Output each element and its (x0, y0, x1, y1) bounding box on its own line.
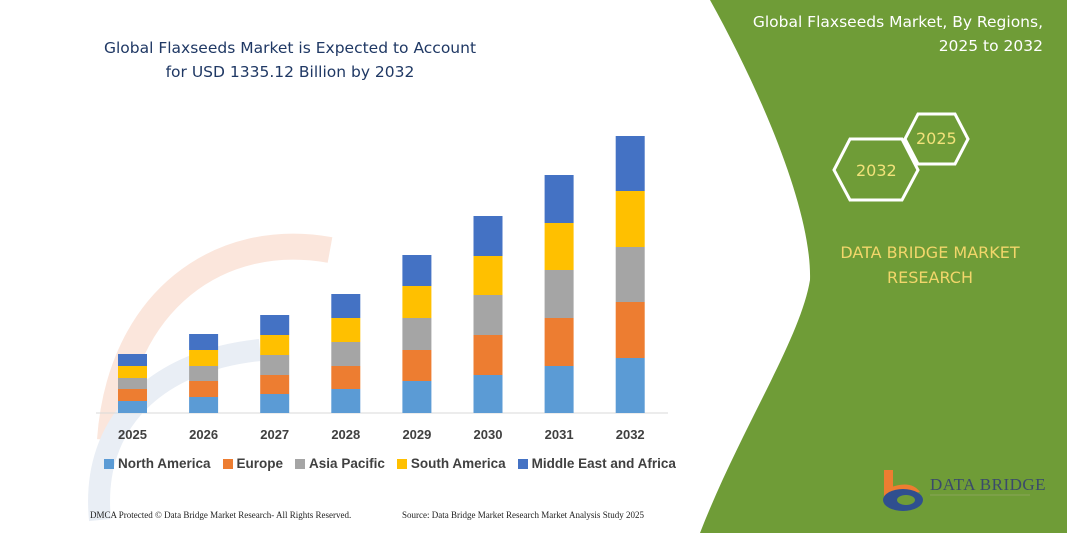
legend-label: Middle East and Africa (531, 456, 676, 471)
chart-title: Global Flaxseeds Market is Expected to A… (103, 39, 477, 81)
legend-swatch (222, 458, 233, 469)
bar-segment-2032-north-america (615, 358, 645, 413)
hex-end-year: 2032 (856, 161, 897, 180)
bar-segment-2026-middle-east-and-africa (189, 334, 219, 350)
bar-segment-2030-europe (473, 335, 503, 375)
bar-segment-2025-north-america (118, 401, 147, 413)
bar-segment-2025-europe (118, 389, 147, 401)
bar-segment-2025-south-america (118, 366, 147, 378)
legend-swatch (104, 458, 114, 469)
bar-segment-2031-south-america (544, 223, 574, 270)
x-tick-label: 2030 (474, 427, 503, 442)
x-tick-label: 2029 (402, 427, 431, 442)
legend: North America Europe Asia Pacific South Ame… (104, 456, 676, 471)
bar-segment-2029-asia-pacific (402, 318, 432, 350)
panel-title: Global Flaxseeds Market, By Regions, 202… (752, 13, 1043, 55)
bar-segment-2026-north-america (189, 397, 219, 413)
bar-segment-2027-asia-pacific (260, 355, 290, 375)
bar-segment-2025-asia-pacific (118, 378, 147, 389)
hex-2025 (903, 112, 970, 166)
bar-segment-2027-europe (260, 375, 290, 394)
legend-item: Middle East and Africa (517, 456, 676, 471)
legend-item: South America (396, 456, 506, 471)
bar-segment-2028-middle-east-and-africa (331, 294, 361, 318)
bar-segment-2029-south-america (402, 286, 432, 318)
bar-segment-2028-europe (331, 366, 361, 389)
legend-item: Europe (222, 456, 284, 471)
bar-segment-2027-middle-east-and-africa (260, 315, 290, 335)
bar-segment-2029-middle-east-and-africa (402, 255, 432, 286)
bar-segment-2031-north-america (544, 366, 574, 413)
x-tick-label: 2027 (260, 427, 289, 442)
bar-segment-2031-asia-pacific (544, 270, 574, 318)
source-note: Source: Data Bridge Market Research Mark… (402, 510, 644, 520)
bar-segment-2027-north-america (260, 394, 290, 413)
bar-segment-2032-middle-east-and-africa (615, 136, 645, 191)
bar-segment-2032-south-america (615, 191, 645, 247)
bar-segment-2027-south-america (260, 335, 290, 355)
bar-segment-2028-south-america (331, 318, 361, 342)
bar-segment-2026-europe (189, 381, 219, 397)
bar-segment-2029-europe (402, 350, 432, 381)
legend-label: Europe (236, 456, 284, 471)
brand-name: DATA BRIDGE MARKET RESEARCH (840, 243, 1020, 287)
legend-label: Asia Pacific (309, 456, 385, 471)
green-panel (700, 0, 1067, 533)
legend-item: Asia Pacific (295, 456, 385, 471)
stacked-bar-chart: 2025 2026 2027 2028 2029 2030 2031 2032 (96, 136, 668, 442)
bar-segment-2029-north-america (402, 381, 432, 413)
bar-segment-2030-middle-east-and-africa (473, 216, 503, 256)
legend-swatch (295, 458, 306, 469)
x-tick-label: 2026 (189, 427, 218, 442)
logo-icon (883, 470, 923, 511)
bar-segment-2031-middle-east-and-africa (544, 175, 574, 223)
bar-segment-2031-europe (544, 318, 574, 366)
bar-segment-2026-asia-pacific (189, 366, 219, 381)
legend-swatch (517, 458, 528, 469)
hex-start-year: 2025 (916, 129, 957, 148)
x-tick-label: 2031 (545, 427, 574, 442)
bar-segment-2025-middle-east-and-africa (118, 354, 147, 366)
bar-segment-2026-south-america (189, 350, 219, 366)
copyright-note: DMCA Protected © Data Bridge Market Rese… (90, 510, 352, 520)
logo-text: DATA BRIDGE (930, 475, 1047, 494)
x-tick-label: 2025 (118, 427, 147, 442)
bar-segment-2028-north-america (331, 389, 361, 413)
bar-segment-2028-asia-pacific (331, 342, 361, 366)
bar-segment-2032-asia-pacific (615, 247, 645, 302)
x-tick-label: 2032 (616, 427, 645, 442)
hex-2032 (832, 137, 920, 202)
legend-label: North America (118, 456, 211, 471)
legend-item: North America (104, 456, 211, 471)
bar-segment-2030-asia-pacific (473, 295, 503, 335)
bar-segment-2032-europe (615, 302, 645, 358)
x-tick-label: 2028 (331, 427, 360, 442)
bar-segment-2030-north-america (473, 375, 503, 413)
legend-label: South America (410, 456, 506, 471)
legend-swatch (396, 458, 407, 469)
bar-segment-2030-south-america (473, 256, 503, 295)
